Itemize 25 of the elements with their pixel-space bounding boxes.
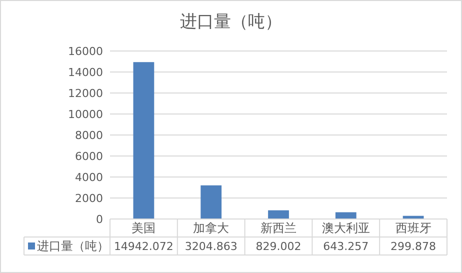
bar	[200, 185, 222, 219]
data-label: 299.878	[390, 240, 436, 253]
y-tick-label: 14000	[68, 66, 103, 79]
data-label: 3204.863	[184, 240, 238, 253]
legend-label: 进口量（吨）	[37, 239, 109, 254]
y-tick-label: 10000	[68, 108, 103, 121]
data-label: 14942.072	[114, 240, 174, 253]
y-tick-label: 8000	[75, 128, 103, 142]
x-tick-label: 澳大利亚	[322, 221, 370, 236]
data-label: 829.002	[256, 240, 302, 253]
y-tick-label: 2000	[75, 192, 103, 205]
y-tick-label: 4000	[75, 170, 103, 184]
y-tick-label: 12000	[68, 86, 103, 100]
bar	[133, 62, 154, 219]
y-tick-label: 0	[96, 212, 103, 226]
x-tick-label: 美国	[132, 221, 156, 236]
chart-title: 进口量（吨）	[180, 12, 282, 32]
y-tick-label: 16000	[68, 44, 103, 58]
y-tick-label: 6000	[75, 150, 103, 163]
bar	[335, 212, 356, 219]
x-tick-label: 加拿大	[193, 221, 230, 236]
bar	[268, 210, 289, 219]
data-label: 643.257	[323, 240, 369, 253]
x-tick-label: 西班牙	[395, 221, 432, 236]
x-tick-label: 新西兰	[260, 221, 296, 236]
